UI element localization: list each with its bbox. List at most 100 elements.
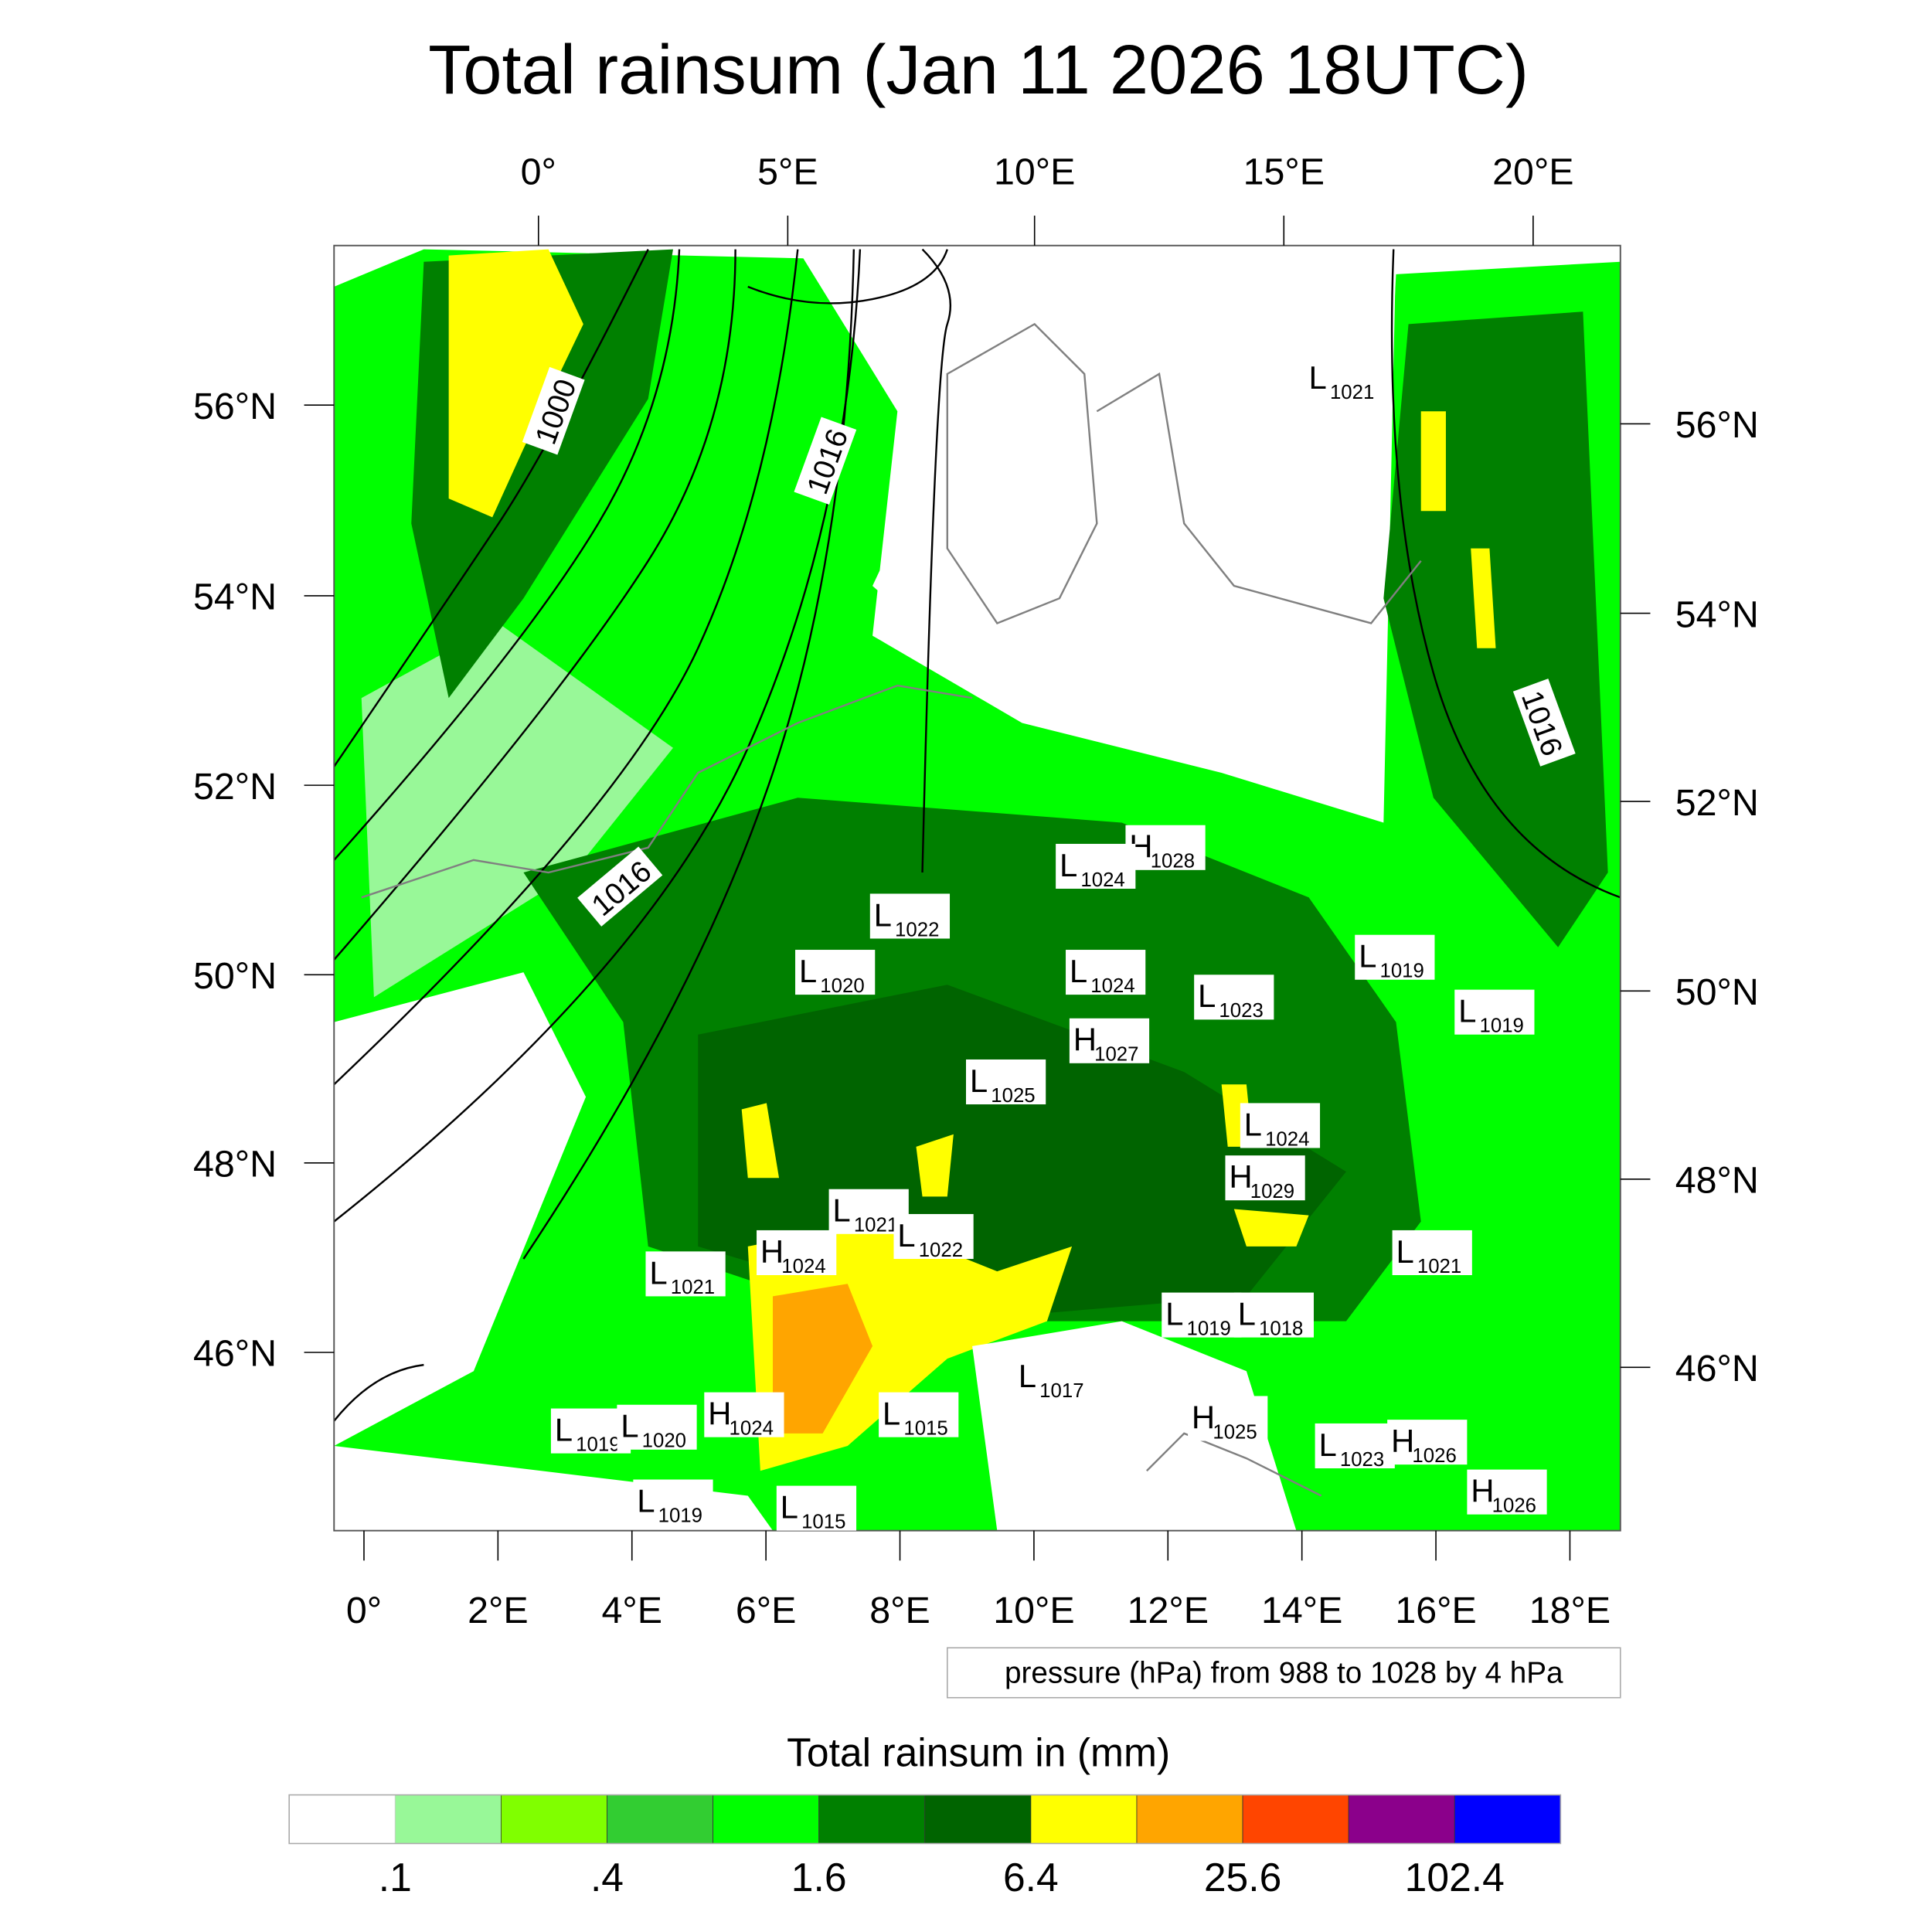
bottom-axis-tick-label: 8°E bbox=[869, 1590, 930, 1631]
left-axis-tick-label: 54°N bbox=[193, 577, 277, 618]
center-type: L bbox=[1458, 993, 1476, 1029]
center-type: L bbox=[1060, 847, 1077, 883]
colorbar: .1 .4 1.6 6.4 25.6 102.4 bbox=[288, 1794, 1562, 1900]
center-value: 1024 bbox=[1265, 1128, 1309, 1150]
colorbar-swatch bbox=[288, 1794, 396, 1844]
low-pressure-label: L 1021 bbox=[1309, 359, 1375, 403]
center-type: L bbox=[1318, 1427, 1336, 1463]
bottom-axis-tick-label: 12°E bbox=[1128, 1590, 1209, 1631]
left-axis-tick-label: 52°N bbox=[193, 766, 277, 808]
center-type: L bbox=[874, 896, 892, 933]
center-value: 1029 bbox=[1250, 1181, 1294, 1202]
low-pressure-label: L 1023 bbox=[1194, 975, 1274, 1022]
center-type: H bbox=[708, 1396, 731, 1432]
center-value: 1028 bbox=[1151, 851, 1195, 872]
center-type: L bbox=[1019, 1358, 1036, 1394]
center-value: 1021 bbox=[1330, 382, 1374, 403]
center-value: 1021 bbox=[671, 1277, 715, 1298]
center-value: 1025 bbox=[1213, 1421, 1257, 1443]
low-pressure-label: L 1020 bbox=[795, 950, 876, 997]
center-value: 1018 bbox=[1259, 1318, 1303, 1339]
center-type: L bbox=[1070, 953, 1087, 989]
center-value: 1020 bbox=[642, 1430, 686, 1452]
colorbar-swatch bbox=[1030, 1794, 1138, 1844]
top-axis-tick-label: 10°E bbox=[994, 151, 1075, 193]
colorbar-label: 1.6 bbox=[791, 1855, 847, 1900]
top-axis-tick-label: 5°E bbox=[757, 151, 818, 193]
center-type: L bbox=[883, 1396, 900, 1432]
colorbar-swatch bbox=[394, 1794, 502, 1844]
center-type: L bbox=[897, 1217, 915, 1253]
clear-area-west bbox=[334, 972, 587, 1446]
right-axis-tick-label: 56°N bbox=[1675, 404, 1759, 446]
map-frame bbox=[333, 244, 1621, 1532]
low-pressure-label: L 1020 bbox=[617, 1404, 697, 1452]
center-type: L bbox=[781, 1489, 798, 1526]
colorbar-swatch bbox=[818, 1794, 926, 1844]
center-value: 1027 bbox=[1094, 1044, 1138, 1066]
center-type: L bbox=[1359, 938, 1376, 975]
center-value: 1020 bbox=[820, 975, 864, 997]
left-axis-tick-label: 50°N bbox=[193, 955, 277, 997]
colorbar-label: .4 bbox=[590, 1855, 624, 1900]
center-value: 1026 bbox=[1492, 1495, 1536, 1516]
low-pressure-label: L 1024 bbox=[1066, 950, 1146, 997]
low-pressure-label: L 1025 bbox=[966, 1059, 1046, 1107]
center-type: L bbox=[637, 1482, 655, 1519]
center-value: 1015 bbox=[801, 1511, 845, 1532]
bottom-axis-tick-label: 16°E bbox=[1395, 1590, 1476, 1631]
left-axis-tick-label: 46°N bbox=[193, 1333, 277, 1375]
pressure-note-box: pressure (hPa) from 988 to 1028 by 4 hPa bbox=[947, 1647, 1621, 1699]
map-axes: 0° 5°E 10°E 15°E 20°E 56°N 54°N 52°N 50°N 48°N 46°… bbox=[193, 151, 1759, 1631]
bottom-axis-tick-label: 6°E bbox=[736, 1590, 797, 1631]
center-value: 1025 bbox=[991, 1085, 1035, 1107]
low-pressure-label: L 1015 bbox=[879, 1392, 959, 1439]
low-pressure-label: L 1022 bbox=[893, 1213, 974, 1261]
left-axis-tick-label: 56°N bbox=[193, 386, 277, 427]
low-pressure-label: L 1015 bbox=[776, 1485, 857, 1532]
low-pressure-label: L 1023 bbox=[1315, 1423, 1395, 1471]
bottom-axis-tick-label: 0° bbox=[346, 1590, 382, 1631]
colorbar-swatch bbox=[1454, 1794, 1561, 1844]
top-axis-tick-label: 0° bbox=[521, 151, 556, 193]
center-type: H bbox=[1471, 1473, 1494, 1509]
low-pressure-label: L 1018 bbox=[1233, 1292, 1314, 1339]
legend-title: Total rainsum in (mm) bbox=[787, 1730, 1170, 1774]
center-type: L bbox=[1165, 1296, 1183, 1332]
right-axis-tick-label: 54°N bbox=[1675, 594, 1759, 635]
center-type: H bbox=[760, 1233, 784, 1270]
low-pressure-label: L 1019 bbox=[633, 1479, 713, 1526]
center-type: L bbox=[649, 1254, 667, 1291]
center-type: L bbox=[1396, 1233, 1413, 1270]
bottom-axis-tick-label: 4°E bbox=[601, 1590, 662, 1631]
bottom-axis-tick-label: 10°E bbox=[993, 1590, 1074, 1631]
center-type: H bbox=[1229, 1158, 1252, 1195]
center-type: L bbox=[1198, 978, 1216, 1014]
center-type: L bbox=[1238, 1296, 1256, 1332]
center-type: H bbox=[1073, 1022, 1097, 1058]
center-value: 1019 bbox=[1480, 1015, 1524, 1036]
low-pressure-label: L 1019 bbox=[1454, 989, 1535, 1036]
center-value: 1023 bbox=[1219, 1000, 1263, 1022]
colorbar-swatch bbox=[713, 1794, 820, 1844]
colorbar-label: .1 bbox=[379, 1855, 412, 1900]
colorbar-swatch bbox=[607, 1794, 713, 1844]
colorbar-outline bbox=[288, 1794, 1562, 1845]
center-value: 1024 bbox=[730, 1417, 774, 1439]
low-pressure-label: L 1019 bbox=[1355, 934, 1435, 982]
low-pressure-label: L 1021 bbox=[1392, 1230, 1472, 1277]
coastlines bbox=[361, 322, 1422, 1497]
center-value: 1015 bbox=[903, 1417, 947, 1439]
center-type: L bbox=[799, 953, 817, 989]
center-value: 1024 bbox=[1080, 869, 1124, 891]
colorbar-swatch bbox=[1242, 1794, 1349, 1844]
center-type: L bbox=[555, 1412, 573, 1448]
